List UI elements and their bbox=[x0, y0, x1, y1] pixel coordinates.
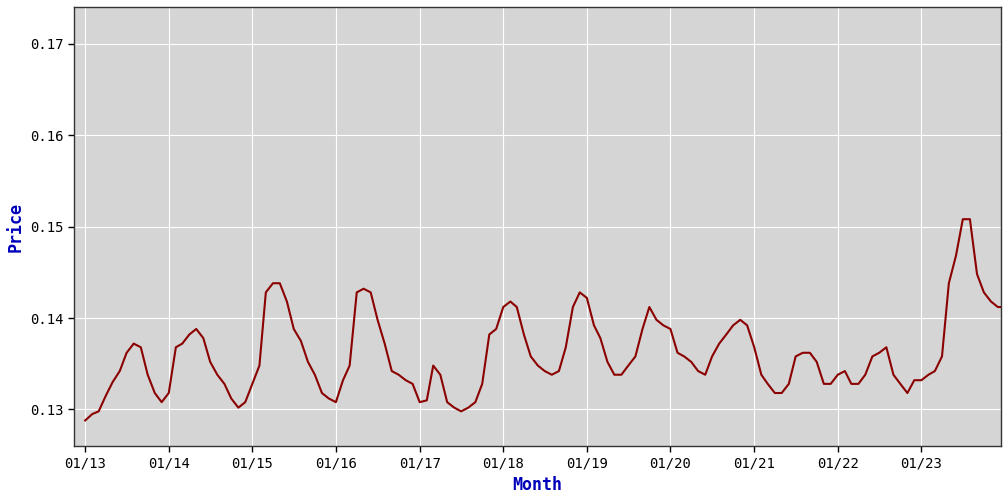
X-axis label: Month: Month bbox=[513, 476, 562, 494]
Y-axis label: Price: Price bbox=[7, 201, 25, 252]
